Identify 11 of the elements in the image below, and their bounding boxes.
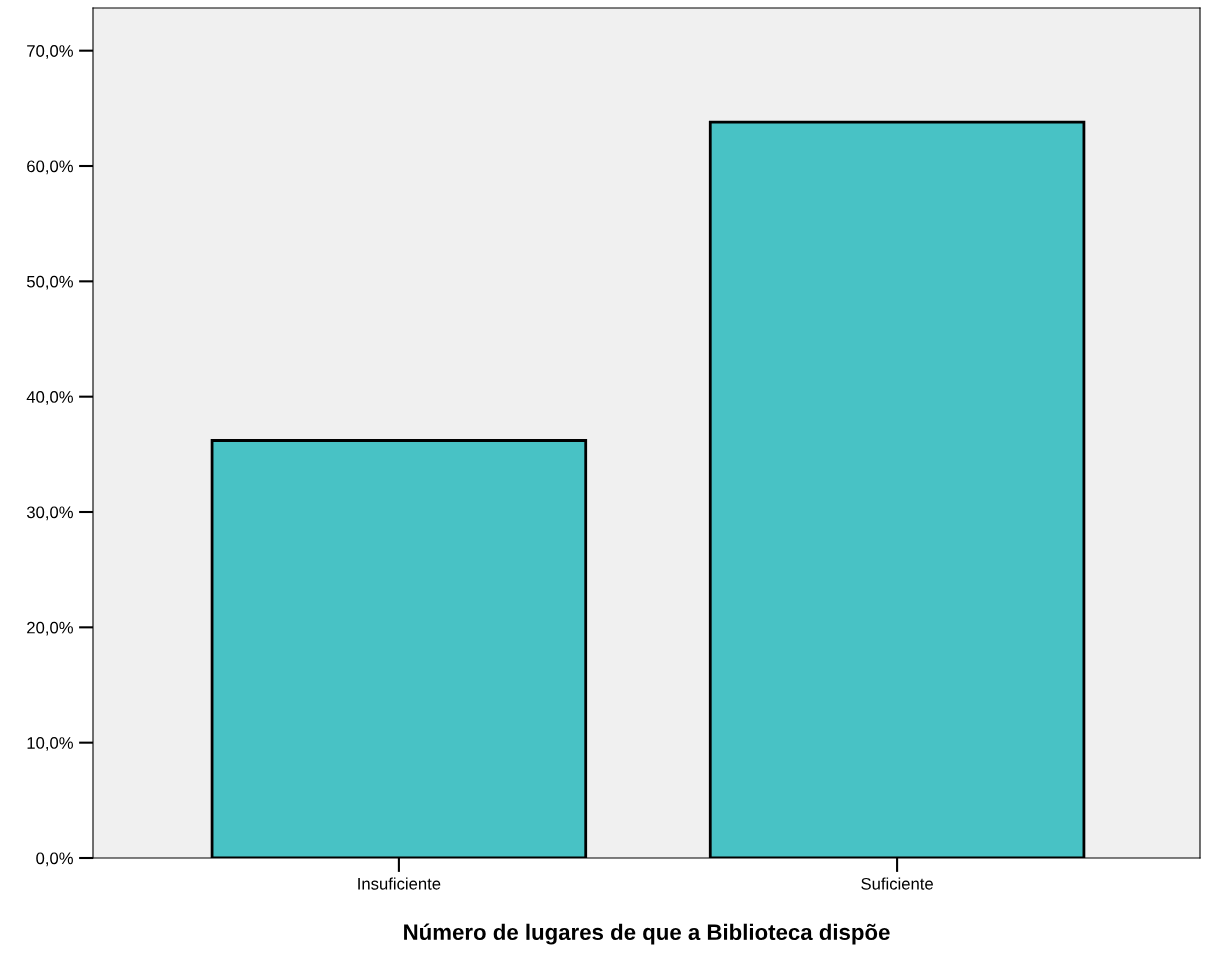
y-tick-label: 20,0% xyxy=(27,621,73,636)
y-tick-label: 30,0% xyxy=(26,506,73,521)
y-tick-label: 50,0% xyxy=(26,275,73,290)
y-tick-label: 10,0% xyxy=(27,737,73,751)
x-tick-label: Insuficiente xyxy=(358,877,441,890)
x-axis-title: Número de lugares de que a Biblioteca dispõe xyxy=(404,923,890,945)
y-tick-label: 60,0% xyxy=(27,160,73,175)
y-tick-label: 0,0% xyxy=(36,852,73,867)
x-tick-label: Suficiente xyxy=(861,877,933,890)
y-tick-label: 70,0% xyxy=(27,45,73,59)
y-tick-label: 40,0% xyxy=(26,391,73,405)
